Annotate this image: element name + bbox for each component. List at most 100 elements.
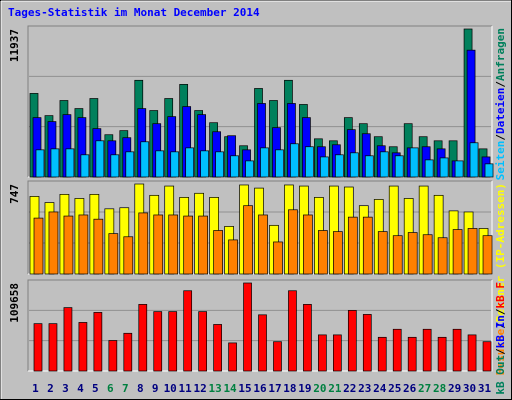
x-tick-label: 12 [194, 382, 207, 395]
bar [333, 334, 342, 372]
x-tick-label: 6 [107, 382, 114, 395]
bar [183, 290, 193, 372]
x-tick-label: 5 [92, 382, 99, 395]
bar [198, 215, 208, 275]
bar [258, 314, 267, 372]
bar [318, 334, 327, 372]
x-tick-label: 15 [238, 382, 251, 395]
x-tick-label: 14 [223, 382, 237, 395]
bar [65, 148, 75, 178]
bar [200, 150, 209, 178]
x-tick-label: 10 [164, 382, 177, 395]
legend-entry: kB F [494, 282, 507, 309]
legend: kB Out/kB In/kB F [494, 282, 507, 395]
x-tick-label: 24 [373, 382, 387, 395]
legend-separator: / [494, 322, 507, 329]
bar [347, 310, 357, 372]
bar [467, 334, 477, 372]
bar [452, 229, 463, 275]
y-tick-label: 11937 [8, 29, 21, 62]
bar [377, 231, 388, 275]
bar [482, 235, 493, 275]
bar [347, 216, 358, 275]
x-tick-label: 23 [358, 382, 371, 395]
bar [48, 323, 58, 372]
x-tick-label: 1 [32, 382, 39, 395]
bar [63, 215, 74, 275]
bar [273, 341, 282, 372]
bar [424, 159, 434, 178]
bar [140, 141, 150, 178]
bar [93, 218, 104, 275]
bar [35, 149, 45, 178]
bar [168, 214, 179, 275]
y-tick-label: 747 [8, 184, 21, 204]
bar [467, 228, 478, 275]
bar [377, 336, 387, 372]
bar [439, 157, 449, 178]
bar [392, 328, 402, 372]
bar [138, 304, 148, 372]
bar [78, 322, 88, 372]
x-tick-label: 20 [313, 382, 326, 395]
bar [407, 336, 417, 372]
bar [48, 211, 59, 275]
legend-separator: / [494, 348, 507, 355]
bar [422, 234, 433, 275]
legend-separator: / [494, 308, 507, 315]
legend-entry: Besuche [494, 328, 507, 375]
bar [198, 311, 207, 372]
x-tick-label: 31 [478, 382, 492, 395]
x-tick-label: 29 [448, 382, 461, 395]
bar [362, 216, 373, 275]
bar [185, 147, 195, 178]
x-tick-label: 3 [62, 382, 69, 395]
bar [243, 282, 252, 372]
bar [243, 205, 253, 275]
bar [362, 314, 372, 372]
bar [333, 231, 343, 275]
legend-separator: / [494, 81, 507, 88]
bar [273, 241, 283, 275]
x-tick-label: 17 [268, 382, 281, 395]
bar [108, 233, 119, 275]
x-tick-label: 11 [179, 382, 193, 395]
legend-separator: / [494, 134, 507, 141]
bar [63, 307, 73, 372]
bar [392, 235, 403, 275]
x-tick-label: 26 [403, 382, 417, 395]
bar [349, 152, 359, 178]
bar [245, 160, 254, 178]
legend: Besuche/Rechner (IP-Adressen) [494, 183, 507, 375]
bar [80, 154, 90, 178]
bar [290, 143, 299, 178]
bar [50, 148, 60, 178]
bar [110, 154, 120, 178]
x-tick-label: 25 [388, 382, 401, 395]
legend-entry: kB Out [494, 355, 507, 395]
legend-entry: Anfragen [494, 28, 507, 81]
bar [335, 154, 344, 178]
bar [123, 236, 134, 275]
bar [33, 323, 43, 372]
bar [409, 147, 419, 178]
bar [288, 209, 298, 275]
x-tick-label: 7 [122, 382, 129, 395]
x-tick-label: 21 [328, 382, 342, 395]
bar [228, 239, 238, 275]
x-tick-label: 28 [433, 382, 446, 395]
x-tick-label: 30 [463, 382, 476, 395]
bar [183, 215, 194, 275]
bar [437, 336, 447, 372]
bar [123, 332, 133, 372]
x-tick-label: 4 [77, 382, 84, 395]
x-tick-label: 18 [283, 382, 296, 395]
bar [422, 328, 432, 372]
bar [260, 147, 269, 178]
bar [469, 142, 479, 178]
bar [95, 140, 105, 178]
x-tick-label: 9 [152, 382, 159, 395]
x-tick-label: 16 [253, 382, 267, 395]
bar [153, 214, 164, 275]
x-tick-label: 2 [47, 382, 54, 395]
